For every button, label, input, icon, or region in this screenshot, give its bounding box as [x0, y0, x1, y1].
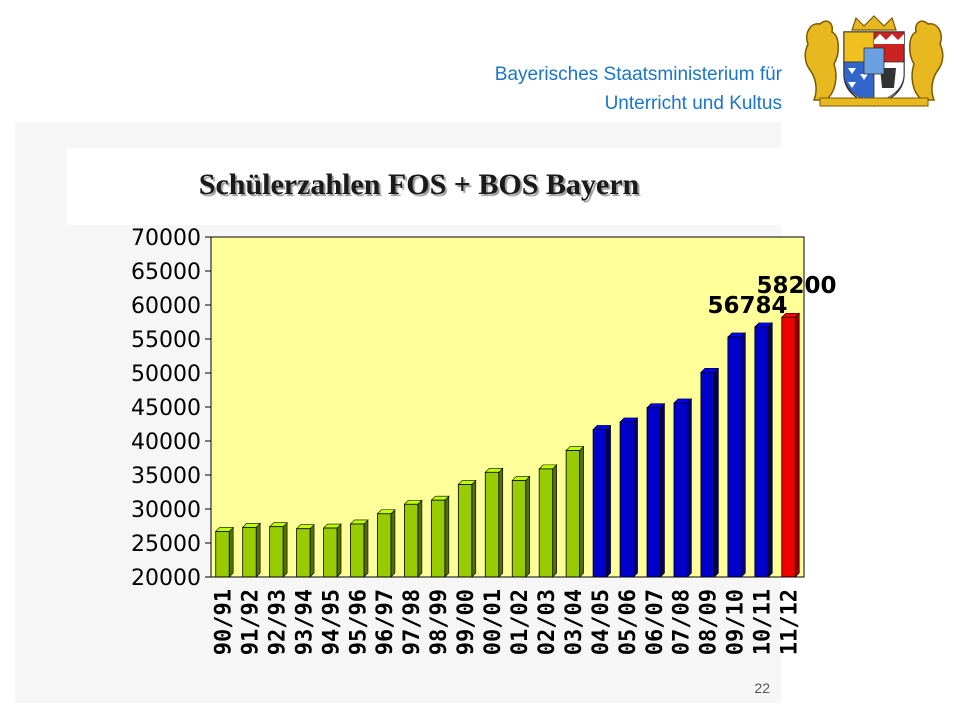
y-tick-label: 50000 [131, 362, 201, 387]
x-tick-label: 93/94 [292, 589, 317, 655]
x-tick-label: 96/97 [373, 589, 398, 655]
x-tick-label: 11/12 [778, 589, 803, 655]
bar-side [282, 521, 288, 578]
x-tick-label: 01/02 [508, 589, 533, 655]
bar [242, 526, 257, 578]
bar [646, 407, 661, 578]
x-tick-label: 90/91 [211, 589, 236, 655]
x-tick-label: 91/92 [238, 589, 263, 655]
bar-side [741, 332, 746, 578]
x-tick-label: 95/96 [346, 589, 371, 655]
x-tick-label: 98/99 [427, 589, 452, 655]
bar-side [336, 523, 342, 578]
bar [404, 503, 419, 578]
y-tick-label: 45000 [131, 396, 201, 421]
bar [430, 499, 446, 578]
bar-side [390, 509, 396, 578]
bar [511, 480, 527, 578]
bar [754, 326, 769, 578]
y-tick-label: 20000 [131, 566, 201, 591]
bar [269, 526, 284, 578]
bar [727, 336, 742, 578]
bar [700, 371, 715, 578]
x-tick-label: 08/09 [697, 589, 722, 655]
bar-side [794, 312, 800, 578]
bar-side [714, 367, 719, 578]
x-tick-label: 09/10 [724, 589, 749, 655]
bar-side [417, 499, 423, 578]
bar-side [309, 523, 315, 578]
y-tick-label: 65000 [131, 260, 201, 285]
bar-side [660, 402, 665, 578]
bar-side [606, 424, 611, 578]
bar [592, 429, 607, 578]
bar [350, 523, 365, 578]
bar [565, 450, 581, 578]
x-tick-label: 99/00 [454, 589, 479, 655]
x-tick-label: 02/03 [535, 589, 560, 655]
bar [484, 471, 500, 578]
x-tick-label: 92/93 [265, 589, 290, 655]
y-tick-label: 55000 [131, 328, 201, 353]
bar-side [579, 445, 584, 578]
bavarian-coat-of-arms-icon [804, 15, 944, 107]
bar [457, 484, 473, 578]
bar [538, 468, 554, 578]
bar-side [552, 464, 557, 578]
y-tick-label: 35000 [131, 464, 201, 489]
bar [781, 316, 796, 578]
ministry-name-line1: Bayerisches Staatsministerium für [494, 64, 782, 85]
x-tick-label: 07/08 [670, 589, 695, 655]
bar [296, 528, 311, 578]
x-tick-label: 00/01 [481, 589, 506, 655]
bar-side [525, 475, 531, 578]
page-number: 22 [754, 680, 770, 696]
ministry-name-line2: Unterricht und Kultus [604, 93, 782, 114]
x-tick-label: 05/06 [616, 589, 641, 655]
data-label: 56784 [708, 293, 788, 319]
bar-side [633, 417, 638, 578]
x-tick-label: 97/98 [400, 589, 425, 655]
bar-side [228, 526, 234, 578]
x-tick-label: 06/07 [643, 589, 668, 655]
y-tick-label: 40000 [131, 430, 201, 455]
bar [619, 421, 634, 578]
x-tick-label: 10/11 [751, 589, 776, 655]
data-label: 58200 [757, 273, 837, 299]
y-tick-label: 25000 [131, 532, 201, 557]
bar [323, 527, 338, 578]
bar-side [687, 398, 692, 578]
bar-side [498, 467, 504, 578]
ministry-name: Bayerisches Staatsministerium für Unterr… [495, 60, 782, 118]
x-tick-label: 04/05 [589, 589, 614, 655]
bar [377, 513, 392, 578]
bar-side [444, 495, 450, 578]
bar [215, 531, 230, 578]
chart-title: Schülerzahlen FOS + BOS Bayern [198, 168, 640, 201]
bar [673, 402, 688, 578]
bar-side [363, 519, 369, 578]
y-tick-label: 60000 [131, 294, 201, 319]
title-box [67, 148, 781, 225]
y-tick-label: 30000 [131, 498, 201, 523]
y-tick-label: 70000 [131, 226, 201, 251]
bar-side [471, 479, 477, 578]
bar-side [768, 322, 773, 578]
x-tick-label: 94/95 [319, 589, 344, 655]
x-tick-label: 03/04 [562, 589, 587, 655]
bar-side [255, 522, 261, 578]
